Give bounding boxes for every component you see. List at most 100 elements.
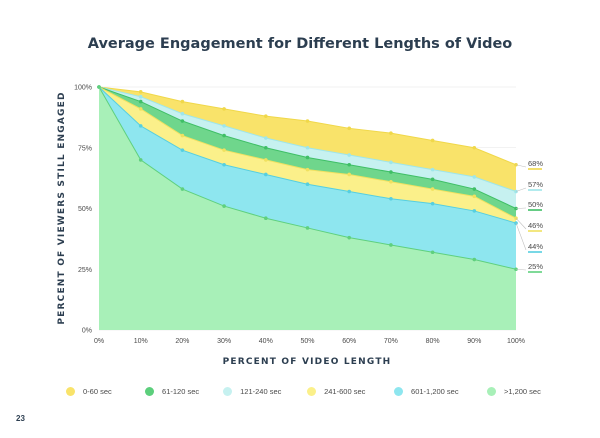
x-tick-label: 50% [300,338,314,345]
data-point [264,158,268,162]
end-label-leader [515,187,527,192]
data-point [180,99,185,104]
data-point [430,167,435,172]
end-label-leader [515,218,527,230]
data-point [305,182,310,186]
end-label-leader [515,222,527,251]
x-tick-label: 100% [507,338,525,345]
data-point [389,131,393,135]
legend-swatch [394,387,404,396]
data-point [430,187,435,191]
end-label: 44% [528,242,543,251]
x-tick-label: 10% [134,338,148,345]
legend-item: 61-120 sec [145,387,223,396]
data-point [264,136,268,140]
legend-item: 0-60 sec [66,387,145,396]
legend-swatch [486,387,496,396]
data-point [472,257,477,262]
end-label: 25% [528,262,543,271]
data-point [138,90,143,94]
data-point [472,209,477,213]
data-point [138,158,143,162]
data-point [222,107,226,111]
legend-item: 601-1,200 sec [394,387,487,396]
point-layer [97,85,518,272]
x-axis-title: PERCENT OF VIDEO LENGTH [223,357,392,367]
data-point [305,226,310,230]
data-point [347,153,352,157]
page-number: 23 [16,414,25,423]
data-point [472,194,477,199]
end-label: 57% [528,180,543,189]
data-point [180,119,185,123]
data-point [430,177,435,182]
legend-label: 0-60 sec [83,387,112,396]
x-tick-label: 0% [94,338,104,345]
y-axis-title: PERCENT OF VIEWERS STILL ENGAGED [57,91,67,324]
x-tick-label: 20% [175,338,189,345]
end-label: 46% [528,221,543,230]
data-point [222,133,226,138]
y-tick-label: 75% [78,145,92,152]
data-point [180,187,185,191]
data-point [305,167,310,172]
legend-label: 121-240 sec [240,387,282,396]
data-point [389,196,393,201]
end-label-leader [515,164,527,168]
data-point [347,162,352,167]
data-point [222,162,226,167]
data-point [264,172,268,177]
data-point [347,235,352,240]
legend-swatch [66,387,75,396]
legend-item: 121-240 sec [223,387,307,396]
x-tick-label: 40% [259,338,273,345]
data-point [472,175,477,179]
data-point [389,160,393,165]
x-tick-label: 90% [467,338,481,345]
legend-swatch [223,387,233,396]
data-point [472,187,477,191]
legend-item: 241-600 sec [307,387,394,396]
data-point [180,148,185,152]
data-point [264,216,268,221]
legend-item: >1,200 sec [486,387,566,396]
y-tick-label: 0% [82,328,92,335]
data-point [430,138,435,143]
x-tick-label: 60% [342,338,356,345]
data-point [305,155,310,160]
data-point [180,111,185,116]
data-point [472,145,477,150]
area-layer [99,87,516,330]
data-point [264,145,268,150]
data-point [347,189,352,194]
data-point [180,133,185,138]
data-point [430,201,435,206]
data-point [305,119,310,123]
endlabel-layer: 68% 57% 50% 46% 44% 25% [515,159,543,273]
chart-title: Average Engagement for Different Lengths… [87,36,513,52]
data-point [347,126,352,131]
legend-label: 241-600 sec [324,387,366,396]
legend-swatch [145,387,155,396]
data-point [389,170,393,174]
data-point [222,124,226,128]
data-point [430,250,435,255]
legend-label: 601-1,200 sec [411,387,459,396]
data-point [138,124,143,128]
end-label: 68% [528,159,543,168]
y-tick-label: 100% [74,85,92,92]
series-area [99,87,516,330]
data-point [138,94,143,99]
end-label: 50% [528,200,543,209]
legend-label: 61-120 sec [162,387,200,396]
end-label-leader [515,268,527,271]
legend: 0-60 sec 61-120 sec 121-240 sec 241-600 sec… [66,387,566,396]
data-point [222,148,226,152]
x-tick-label: 30% [217,338,231,345]
x-tick-label: 70% [384,338,398,345]
legend-label: >1,200 sec [503,387,541,396]
data-point [264,114,268,118]
data-point [138,107,143,111]
tick-layer: 0% 25% 50% 75% 100% 0% 10% 20% 30% 40% 50% 60% 70% 80… [74,85,525,346]
